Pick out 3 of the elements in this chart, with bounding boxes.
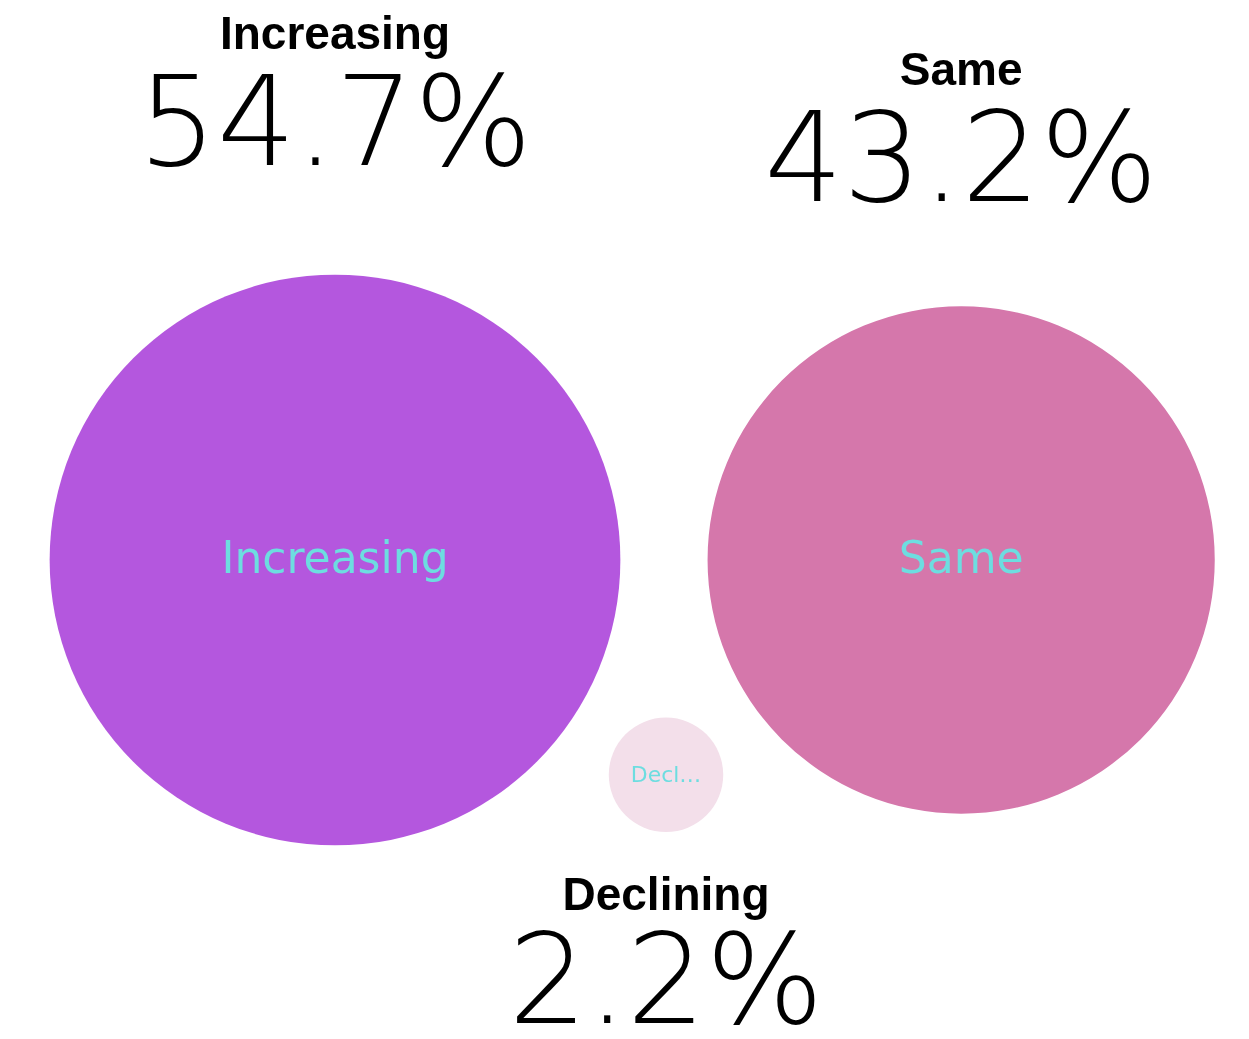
text: Same — [898, 532, 1024, 583]
text: Increasing — [221, 532, 449, 583]
text: Decl… — [630, 761, 702, 787]
